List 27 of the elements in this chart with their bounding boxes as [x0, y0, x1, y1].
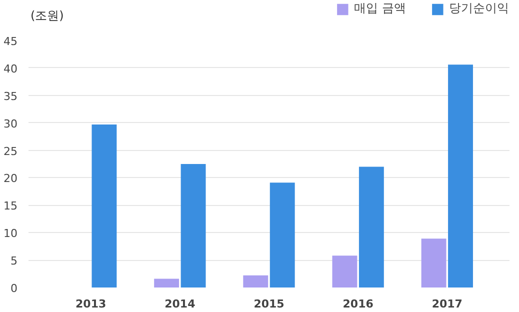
y-tick-label: 0	[10, 282, 18, 295]
y-tick-label: 30	[4, 117, 18, 130]
bar	[332, 256, 358, 288]
bar	[421, 238, 446, 288]
y-tick-label: 10	[4, 227, 18, 240]
bar	[180, 164, 206, 288]
y-tick-label: 40	[4, 62, 18, 76]
legend-label: 매입 금액	[354, 0, 406, 17]
bar	[243, 275, 268, 288]
x-tick-label: 2016	[342, 298, 374, 310]
y-tick-label: 35	[4, 90, 18, 103]
y-tick-label: 25	[4, 144, 18, 158]
y-tick-label: 15	[4, 200, 18, 213]
x-tick-label: 2014	[164, 298, 196, 310]
y-axis-title: (조원)	[30, 8, 64, 22]
bar	[358, 166, 384, 288]
bar	[92, 124, 117, 288]
y-tick-label: 5	[10, 254, 18, 268]
y-tick-label: 20	[4, 172, 18, 186]
x-tick-label: 2017	[432, 298, 462, 310]
bar	[448, 64, 473, 288]
bar	[270, 182, 295, 288]
legend-label: 당기순이익	[449, 0, 509, 17]
bar	[154, 278, 180, 288]
x-tick-label: 2013	[76, 298, 106, 310]
y-tick-label: 45	[4, 35, 18, 48]
x-tick-label: 2015	[254, 298, 284, 310]
